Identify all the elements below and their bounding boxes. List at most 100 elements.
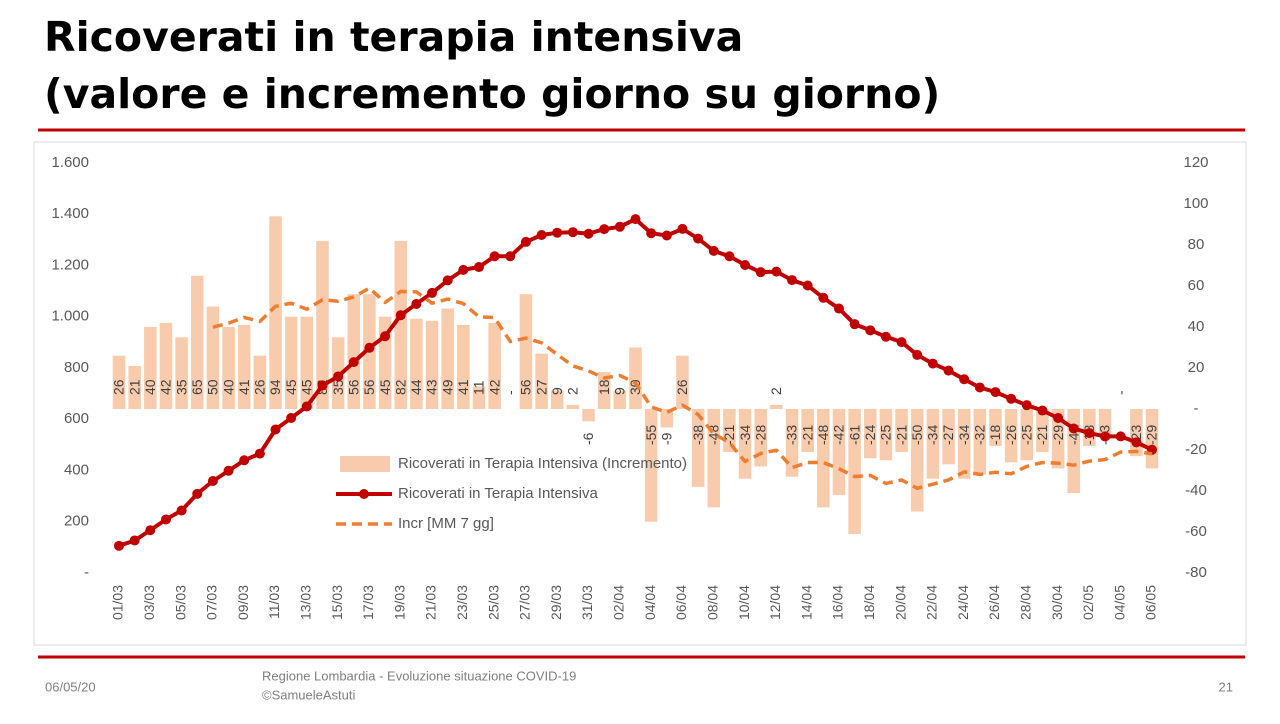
data-label: 26 [111,379,127,395]
moving-average-line [212,286,1153,491]
data-label: 94 [267,379,283,395]
x-tick-label: 15/03 [329,585,345,620]
legend-swatch [340,456,390,472]
line-marker [1100,431,1111,442]
line-marker [364,342,375,353]
bar [535,353,548,409]
bar [832,409,846,496]
line-marker [192,488,203,499]
data-label: -25 [1018,425,1034,445]
bar [566,404,580,409]
y2-tick-label: 100 [1183,195,1208,212]
line-marker [1053,412,1064,423]
line-marker [787,275,798,286]
y2-tick-label: -40 [1185,482,1207,499]
bar [691,409,705,487]
line-marker [818,292,829,303]
line-marker [411,298,422,309]
x-tick-label: 13/03 [298,585,314,620]
data-label: - [502,390,518,395]
line-marker [927,358,938,369]
line-marker [207,476,218,487]
bar [1067,409,1081,494]
data-label: 44 [408,379,424,395]
line-marker [661,230,672,241]
title-line: (valore e incremento giorno su giorno) [44,70,940,118]
bar [926,409,940,479]
y2-tick-label: -20 [1185,441,1207,458]
line-marker [755,267,766,278]
line-marker [458,264,469,275]
line-marker [833,303,844,314]
bar [237,324,251,409]
line-marker [740,259,751,270]
line-marker [1084,428,1095,439]
line-marker [239,455,250,466]
data-label: 21 [126,379,142,395]
x-tick-label: 02/05 [1080,585,1096,620]
bar [128,365,141,409]
bar [770,404,783,409]
data-label: 45 [283,379,299,395]
chart-frame [33,141,1247,646]
bar [190,275,204,409]
line-marker [129,535,140,546]
line-marker [959,374,970,385]
bar [582,409,595,422]
x-tick-label: 26/04 [986,585,1002,620]
data-label: -38 [690,425,706,445]
line-marker [520,236,531,247]
bar [957,409,971,479]
bar [175,337,188,409]
data-label: 43 [424,379,440,395]
y-tick-label: 400 [64,461,89,478]
line-marker [254,448,265,459]
bar [410,318,423,409]
bar [269,216,282,409]
x-tick-label: 19/03 [391,585,407,620]
bar [754,409,767,467]
bar [1020,409,1034,461]
bar [644,409,658,522]
data-label: -29 [1144,425,1160,445]
x-tick-label: 29/03 [548,585,564,620]
data-label: -55 [643,425,659,445]
line-marker [176,505,187,516]
line-marker [1021,400,1032,411]
data-label: -42 [831,425,847,445]
x-tick-label: 27/03 [517,585,533,620]
bar [613,390,627,409]
line-marker [708,245,719,256]
line-marker [489,251,500,262]
y2-tick-label: 80 [1188,236,1205,253]
x-tick-label: 11/03 [266,585,282,619]
x-tick-label: 09/03 [235,585,251,620]
data-label: 35 [173,379,189,395]
line-marker [317,380,328,391]
chart: -2004006008001.0001.2001.4001.600-80-60-… [51,154,1208,620]
y2-tick-label: 20 [1188,359,1205,376]
y2-tick-label: 120 [1183,154,1208,171]
x-tick-label: 30/04 [1049,585,1065,620]
data-label: 50 [205,379,221,395]
bar [989,409,1002,446]
x-tick-label: 03/03 [141,585,157,620]
line-marker [380,331,391,342]
line-marker [145,525,156,536]
data-label: 26 [252,379,268,395]
footer-date: 06/05/20 [45,679,96,694]
line-marker [599,224,610,235]
line-marker [114,540,124,551]
line-marker [160,514,171,525]
line-marker [567,227,578,238]
data-label: 9 [549,387,565,395]
data-label: 45 [299,379,315,395]
bar [1098,409,1112,436]
x-tick-label: 06/05 [1143,585,1159,620]
y-tick-label: 1.400 [51,205,89,222]
y2-tick-label: 60 [1188,277,1205,294]
x-tick-label: 06/04 [673,585,689,620]
data-label: -6 [580,432,596,445]
bar [597,372,611,409]
